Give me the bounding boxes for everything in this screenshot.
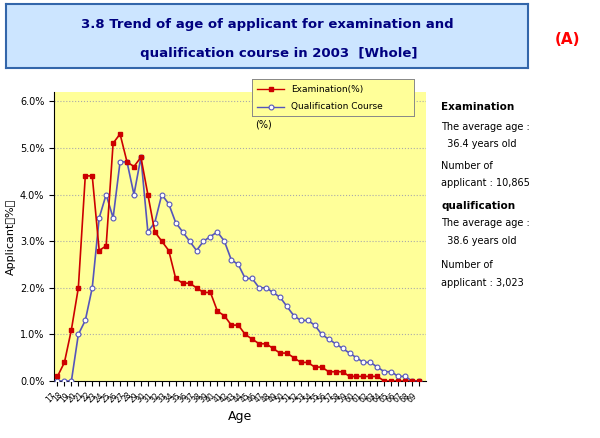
Text: The average age :: The average age : [441,219,530,228]
Text: Qualification Course: Qualification Course [291,102,383,111]
Text: (%): (%) [255,119,272,129]
Text: Number of: Number of [441,260,493,270]
Text: qualification: qualification [441,201,515,211]
Text: Number of: Number of [441,162,493,171]
Text: applicant : 3,023: applicant : 3,023 [441,278,524,287]
Text: Examination(%): Examination(%) [291,85,363,94]
Text: applicant : 10,865: applicant : 10,865 [441,178,530,188]
Text: (A): (A) [554,32,580,47]
Text: 3.8 Trend of age of applicant for examination and: 3.8 Trend of age of applicant for examin… [80,18,454,31]
X-axis label: Age: Age [228,410,252,423]
Text: 38.6 years old: 38.6 years old [441,236,517,246]
Y-axis label: Applicant（%）: Applicant（%） [5,198,16,275]
Text: 36.4 years old: 36.4 years old [441,139,517,148]
Text: Examination: Examination [441,102,514,112]
Text: The average age :: The average age : [441,122,530,132]
Text: qualification course in 2003  [Whole]: qualification course in 2003 [Whole] [117,47,417,60]
